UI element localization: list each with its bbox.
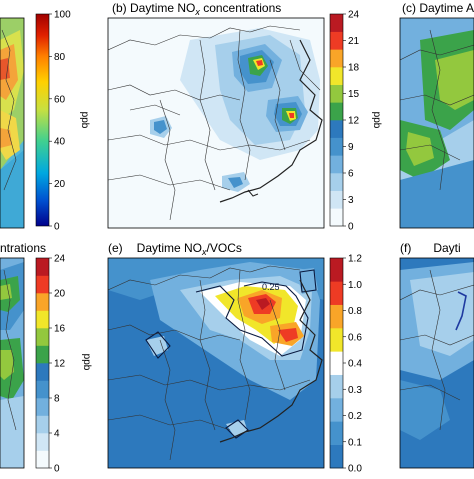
colorbar-d-tick-label: 12 <box>54 359 66 370</box>
colorbar-a-tick-label: 0 <box>54 222 60 233</box>
panel-f-title: (f) Dayti <box>400 241 461 255</box>
colorbar-e-block <box>330 374 343 399</box>
panel-b-title: (b) Daytime NOx concentrations <box>112 1 281 17</box>
colorbar-e-block <box>330 304 343 329</box>
colorbar-b-block <box>330 137 343 156</box>
colorbar-a: 100 80 60 40 20 0 ppb <box>35 10 90 233</box>
panel-d-map <box>0 258 24 468</box>
colorbar-b-block <box>330 84 343 103</box>
colorbar-e-block <box>330 258 343 282</box>
colorbar-e-tick-label: 0.3 <box>348 385 362 396</box>
colorbar-b-block <box>330 173 343 191</box>
colorbar-e-block <box>330 398 343 422</box>
colorbar-a-tick-label: 20 <box>54 179 66 190</box>
colorbar-e-tick-label: 0.4 <box>348 359 362 370</box>
colorbar-a-tick-label: 60 <box>54 94 66 105</box>
panel-c-title: (c) Daytime A <box>402 1 474 15</box>
colorbar-d-tick-label: 4 <box>54 429 60 440</box>
panel-e-title: (e) Daytime NOx/VOCs <box>108 241 242 257</box>
panel-e-map: 0.25 <box>108 258 324 468</box>
colorbar-b-block <box>330 49 343 68</box>
colorbar-d: 24 20 16 12 8 4 0 ppb <box>35 254 92 475</box>
colorbar-e: 1.2 1.0 0.8 0.6 0.4 0.3 0.2 0.1 0.0 <box>329 254 362 475</box>
colorbar-b-tick-label: 0 <box>348 222 354 233</box>
colorbar-d-block <box>36 433 49 451</box>
colorbar-d-block <box>36 310 49 329</box>
colorbar-e-block <box>330 328 343 352</box>
colorbar-b-block <box>330 155 343 174</box>
colorbar-d-tick-label: 8 <box>54 394 60 405</box>
colorbar-e-block <box>330 444 343 469</box>
colorbar-e-tick-label: 0.2 <box>348 411 362 422</box>
colorbar-e-tick-label: 1.0 <box>348 280 362 291</box>
colorbar-b-block <box>330 102 343 121</box>
contour-label: 0.25 <box>262 282 280 292</box>
colorbar-d-block <box>36 258 49 276</box>
colorbar-e-block <box>330 281 343 305</box>
colorbar-a-tick-label: 80 <box>54 52 66 63</box>
colorbar-a-unit: ppb <box>79 112 90 129</box>
colorbar-b-block <box>330 14 343 32</box>
colorbar-d-block <box>36 328 49 346</box>
colorbar-e-tick-label: 0.8 <box>348 306 362 317</box>
colorbar-d-block <box>36 293 49 311</box>
colorbar-b-tick-label: 3 <box>348 195 354 206</box>
colorbar-d-tick-label: 0 <box>54 464 60 475</box>
colorbar-e-tick-label: 1.2 <box>348 254 362 265</box>
colorbar-d-block <box>36 415 49 434</box>
panel-b-map <box>108 18 324 228</box>
colorbar-a-tick-label: 100 <box>54 10 71 21</box>
colorbar-b-tick-label: 9 <box>348 142 354 153</box>
panel-f-map <box>400 258 474 468</box>
colorbar-b-block <box>330 190 343 209</box>
colorbar-e-tick-label: 0.6 <box>348 332 362 343</box>
colorbar-b: 24 21 18 15 12 9 6 3 0 ppb <box>329 10 382 233</box>
colorbar-d-block <box>36 363 49 381</box>
colorbar-b-block <box>330 120 343 138</box>
colorbar-b-block <box>330 67 343 85</box>
colorbar-b-block <box>330 208 343 227</box>
colorbar-d-tick-label: 24 <box>54 254 66 265</box>
colorbar-b-tick-label: 21 <box>348 36 360 47</box>
panel-a-map <box>0 18 24 228</box>
colorbar-d-block <box>36 275 49 294</box>
panel-c-map <box>400 18 474 228</box>
colorbar-d-block <box>36 380 49 399</box>
colorbar-a-tick-label: 40 <box>54 137 66 148</box>
colorbar-b-block <box>330 31 343 50</box>
colorbar-b-unit: ppb <box>371 112 382 129</box>
colorbar-e-block <box>330 421 343 445</box>
colorbar-b-tick-label: 18 <box>348 63 360 74</box>
colorbar-b-tick-label: 12 <box>348 116 360 127</box>
colorbar-d-block <box>36 398 49 416</box>
colorbar-b-tick-label: 15 <box>348 89 360 100</box>
colorbar-d-unit: ppb <box>81 354 92 371</box>
colorbar-b-tick-label: 6 <box>348 169 354 180</box>
panel-d-title: ntrations <box>0 241 46 255</box>
colorbar-d-tick-label: 20 <box>54 289 66 300</box>
colorbar-e-tick-label: 0.1 <box>348 437 362 448</box>
colorbar-b-tick-label: 24 <box>348 10 360 21</box>
colorbar-e-block <box>330 351 343 375</box>
colorbar-e-tick-label: 0.0 <box>348 464 362 475</box>
colorbar-d-block <box>36 345 49 364</box>
colorbar-d-block <box>36 450 49 469</box>
colorbar-d-tick-label: 16 <box>54 324 66 335</box>
